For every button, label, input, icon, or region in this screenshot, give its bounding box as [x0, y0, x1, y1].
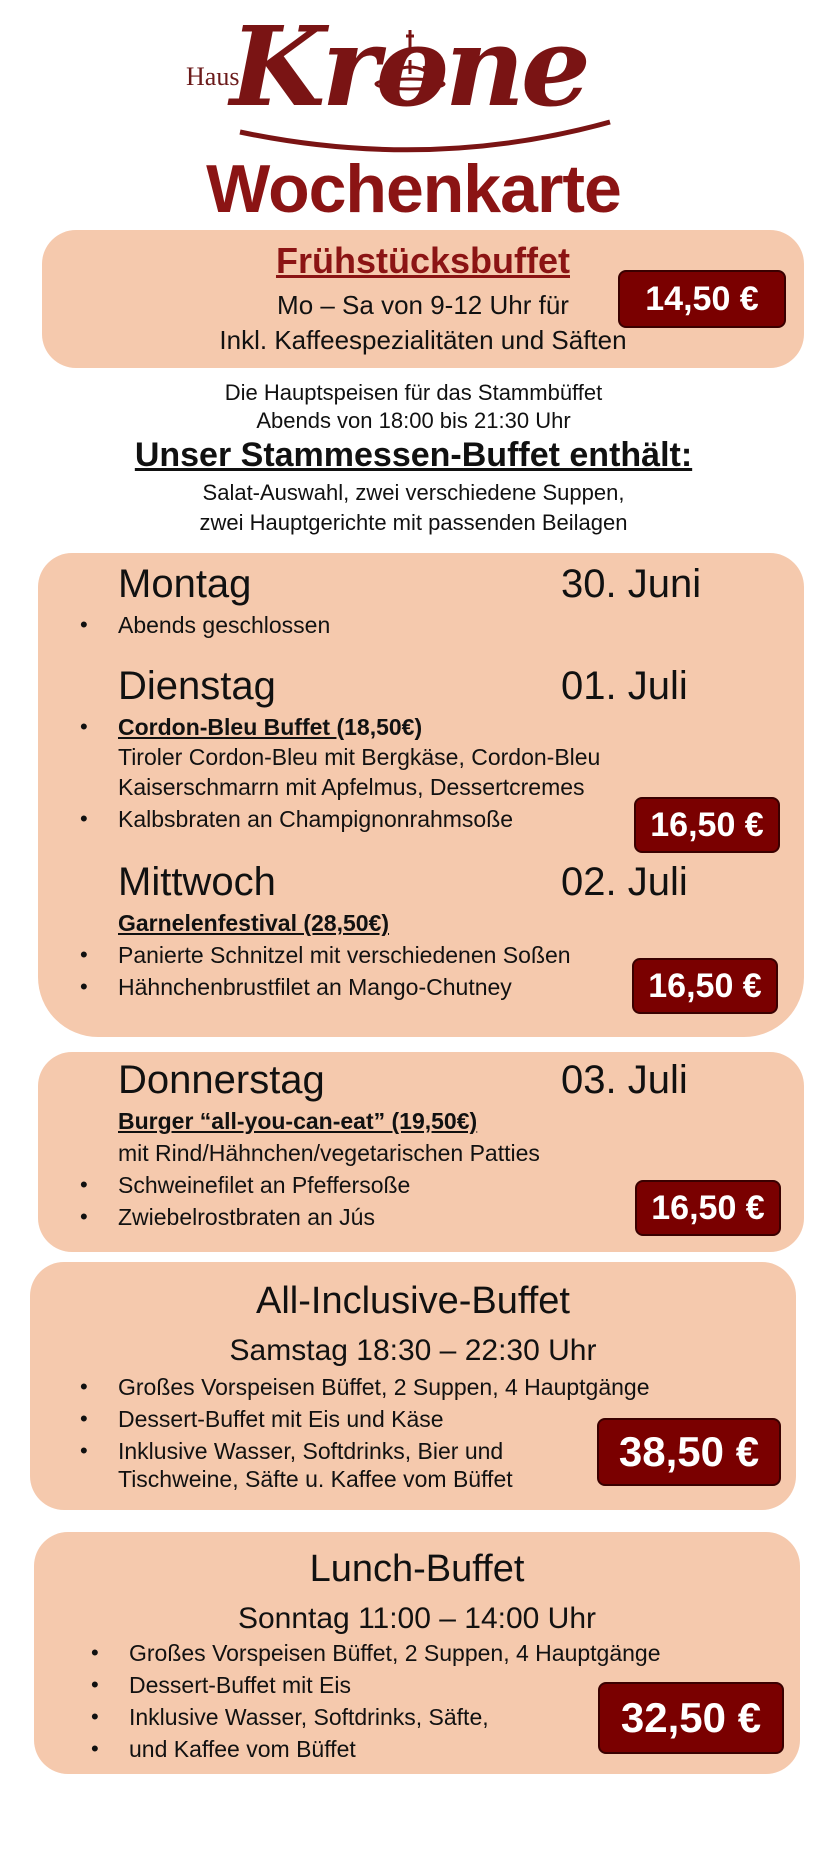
allinclusive-item2: Dessert-Buffet mit Eis und Käse [80, 1406, 444, 1433]
stamm-line1: Salat-Auswahl, zwei verschiedene Suppen, [202, 480, 625, 505]
thursday-day: Donnerstag [118, 1058, 325, 1102]
logo-wordmark: Krone [230, 2, 591, 131]
lunch-title: Lunch-Buffet [309, 1548, 525, 1590]
monday-item: Abends geschlossen [80, 612, 330, 639]
tuesday-day: Dienstag [118, 664, 276, 708]
breakfast-title: Frühstücksbuffet [275, 240, 570, 281]
lunch-item2: Dessert-Buffet mit Eis [91, 1672, 351, 1699]
info-line2: Abends von 18:00 bis 21:30 Uhr [256, 408, 571, 433]
thursday-price: 16,50 € [635, 1180, 781, 1236]
thursday-special: Burger “all-you-can-eat” (19,50€) [118, 1108, 478, 1134]
tuesday-special: Cordon-Bleu Buffet (18,50€) [80, 714, 422, 741]
allinclusive-price: 38,50 € [597, 1418, 781, 1486]
logo-haus: Haus [186, 62, 240, 91]
breakfast-price: 14,50 € [618, 270, 786, 328]
stamm-title: Unser Stammessen-Buffet enthält: [134, 436, 693, 474]
wednesday-item2: Hähnchenbrustfilet an Mango-Chutney [80, 974, 512, 1001]
tuesday-desc2: Kaiserschmarrn mit Apfelmus, Dessertcrem… [118, 774, 585, 800]
thursday-item2: Zwiebelrostbraten an Jús [80, 1204, 375, 1231]
tuesday-desc1: Tiroler Cordon-Bleu mit Bergkäse, Cordon… [118, 744, 601, 770]
allinclusive-item3b: Tischweine, Säfte u. Kaffee vom Büffet [118, 1466, 513, 1492]
info-line1: Die Hauptspeisen für das Stammbüffet [224, 380, 603, 405]
tuesday-date: 01. Juli [561, 664, 688, 708]
lunch-item1: Großes Vorspeisen Büffet, 2 Suppen, 4 Ha… [91, 1640, 660, 1667]
thursday-desc: mit Rind/Hähnchen/vegetarischen Patties [118, 1140, 540, 1166]
lunch-sub: Sonntag 11:00 – 14:00 Uhr [237, 1602, 597, 1635]
logo: Haus Krone [180, 12, 620, 157]
lunch-item4: und Kaffee vom Büffet [91, 1736, 356, 1763]
allinclusive-item3: Inklusive Wasser, Softdrinks, Bier und [80, 1438, 503, 1465]
allinclusive-item1: Großes Vorspeisen Büffet, 2 Suppen, 4 Ha… [80, 1374, 649, 1401]
wednesday-special: Garnelenfestival (28,50€) [118, 910, 390, 936]
stamm-line2: zwei Hauptgerichte mit passenden Beilage… [199, 510, 628, 535]
lunch-price: 32,50 € [598, 1682, 784, 1754]
breakfast-line1: Mo – Sa von 9-12 Uhr für [277, 290, 569, 320]
wednesday-item1: Panierte Schnitzel mit verschiedenen Soß… [80, 942, 571, 969]
thursday-date: 03. Juli [561, 1058, 688, 1102]
allinclusive-sub: Samstag 18:30 – 22:30 Uhr [229, 1334, 597, 1367]
crown-icon [239, 30, 611, 153]
breakfast-line2: Inkl. Kaffeespezialitäten und Säften [219, 325, 627, 355]
tuesday-price: 16,50 € [634, 797, 780, 853]
wednesday-date: 02. Juli [561, 860, 688, 904]
thursday-item1: Schweinefilet an Pfeffersoße [80, 1172, 410, 1199]
lunch-item3: Inklusive Wasser, Softdrinks, Säfte, [91, 1704, 489, 1731]
wednesday-price: 16,50 € [632, 958, 778, 1014]
wednesday-day: Mittwoch [118, 860, 276, 904]
monday-day: Montag [118, 562, 252, 606]
monday-date: 30. Juni [561, 562, 702, 606]
tuesday-item2: Kalbsbraten an Champignonrahmsoße [80, 806, 513, 833]
allinclusive-title: All-Inclusive-Buffet [256, 1280, 570, 1322]
page-title: Wochenkarte [206, 151, 622, 227]
